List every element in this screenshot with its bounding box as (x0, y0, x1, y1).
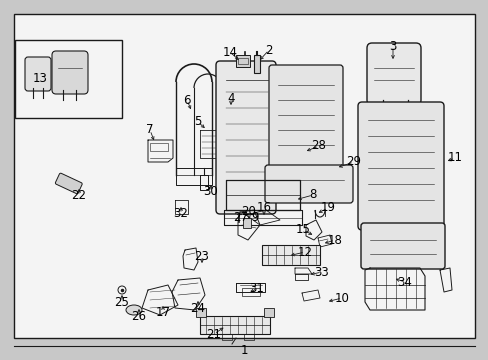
Text: 27: 27 (233, 211, 248, 225)
Bar (200, 316, 269, 334)
Ellipse shape (126, 305, 142, 315)
FancyBboxPatch shape (357, 102, 443, 230)
FancyBboxPatch shape (264, 165, 352, 203)
Bar (238, 58, 247, 64)
Text: 5: 5 (194, 116, 201, 129)
FancyBboxPatch shape (360, 223, 444, 269)
Bar (262, 245, 319, 265)
FancyBboxPatch shape (52, 51, 88, 94)
Text: 15: 15 (295, 224, 310, 237)
Text: 18: 18 (327, 234, 342, 247)
FancyBboxPatch shape (366, 43, 420, 105)
Text: 21: 21 (206, 328, 221, 341)
Text: 2: 2 (264, 44, 272, 57)
Text: 9: 9 (251, 211, 258, 225)
Bar (236, 55, 249, 67)
Bar (253, 55, 260, 73)
Bar (150, 143, 168, 151)
FancyBboxPatch shape (25, 57, 51, 91)
Text: 4: 4 (227, 91, 234, 104)
Text: 29: 29 (346, 156, 361, 168)
Text: 16: 16 (256, 202, 271, 215)
Text: 34: 34 (397, 275, 411, 288)
Text: 24: 24 (190, 301, 205, 315)
Text: 8: 8 (309, 189, 316, 202)
Text: 3: 3 (388, 40, 396, 53)
Bar (15, 40, 122, 118)
Text: 28: 28 (311, 139, 326, 153)
Text: 11: 11 (447, 152, 462, 165)
Text: 33: 33 (314, 265, 329, 279)
Bar (264, 308, 273, 317)
Text: 10: 10 (334, 292, 349, 305)
FancyBboxPatch shape (55, 173, 82, 194)
Text: 7: 7 (146, 123, 153, 136)
Text: 32: 32 (173, 207, 188, 220)
Text: 1: 1 (240, 345, 247, 357)
Bar (243, 218, 250, 228)
Text: 20: 20 (241, 206, 256, 219)
Text: 17: 17 (155, 306, 170, 319)
Text: 22: 22 (71, 189, 86, 202)
Text: 26: 26 (131, 310, 146, 323)
Text: 19: 19 (320, 202, 335, 215)
Text: 6: 6 (183, 94, 190, 107)
Bar (196, 308, 205, 317)
FancyBboxPatch shape (268, 65, 342, 169)
Text: 31: 31 (249, 282, 264, 294)
FancyBboxPatch shape (216, 61, 275, 214)
Text: 25: 25 (114, 296, 129, 309)
Text: 13: 13 (33, 72, 47, 85)
Bar (242, 288, 260, 296)
Text: 14: 14 (222, 45, 237, 58)
Text: 30: 30 (203, 185, 218, 198)
Text: 23: 23 (194, 249, 209, 262)
Text: 12: 12 (297, 246, 312, 258)
